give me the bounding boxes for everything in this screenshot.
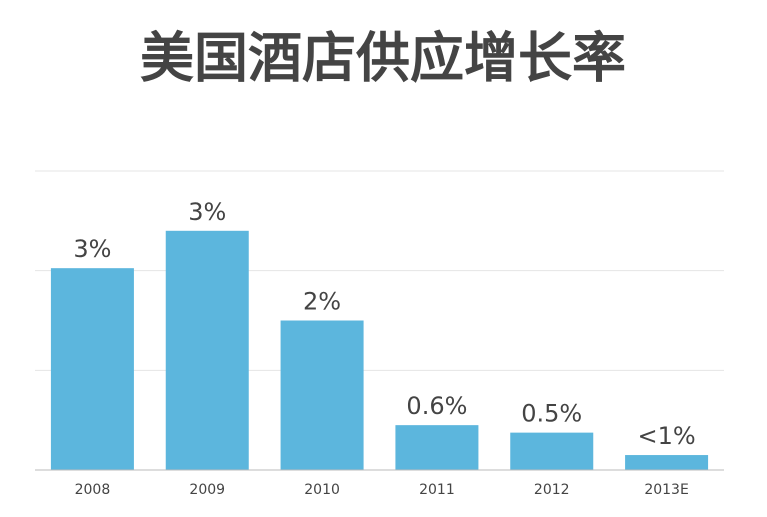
bar xyxy=(625,455,709,470)
value-label: 0.6% xyxy=(406,392,467,420)
bar xyxy=(280,320,364,470)
value-label: 3% xyxy=(73,235,111,263)
bar xyxy=(510,432,594,470)
value-label: 0.5% xyxy=(521,400,582,428)
x-tick-label: 2013E xyxy=(644,482,688,498)
chart-title: 美国酒店供应增长率 xyxy=(140,27,626,90)
x-tick-label: 2011 xyxy=(419,482,455,498)
bar xyxy=(395,425,479,470)
value-label: <1% xyxy=(637,422,695,450)
x-tick-label: 2008 xyxy=(75,482,111,498)
value-label: 2% xyxy=(303,288,341,316)
x-tick-label: 2010 xyxy=(304,482,340,498)
x-tick-label: 2009 xyxy=(189,482,225,498)
x-tick-label: 2012 xyxy=(534,482,570,498)
bar xyxy=(50,268,134,470)
value-label: 3% xyxy=(188,198,226,226)
bar xyxy=(165,230,249,470)
